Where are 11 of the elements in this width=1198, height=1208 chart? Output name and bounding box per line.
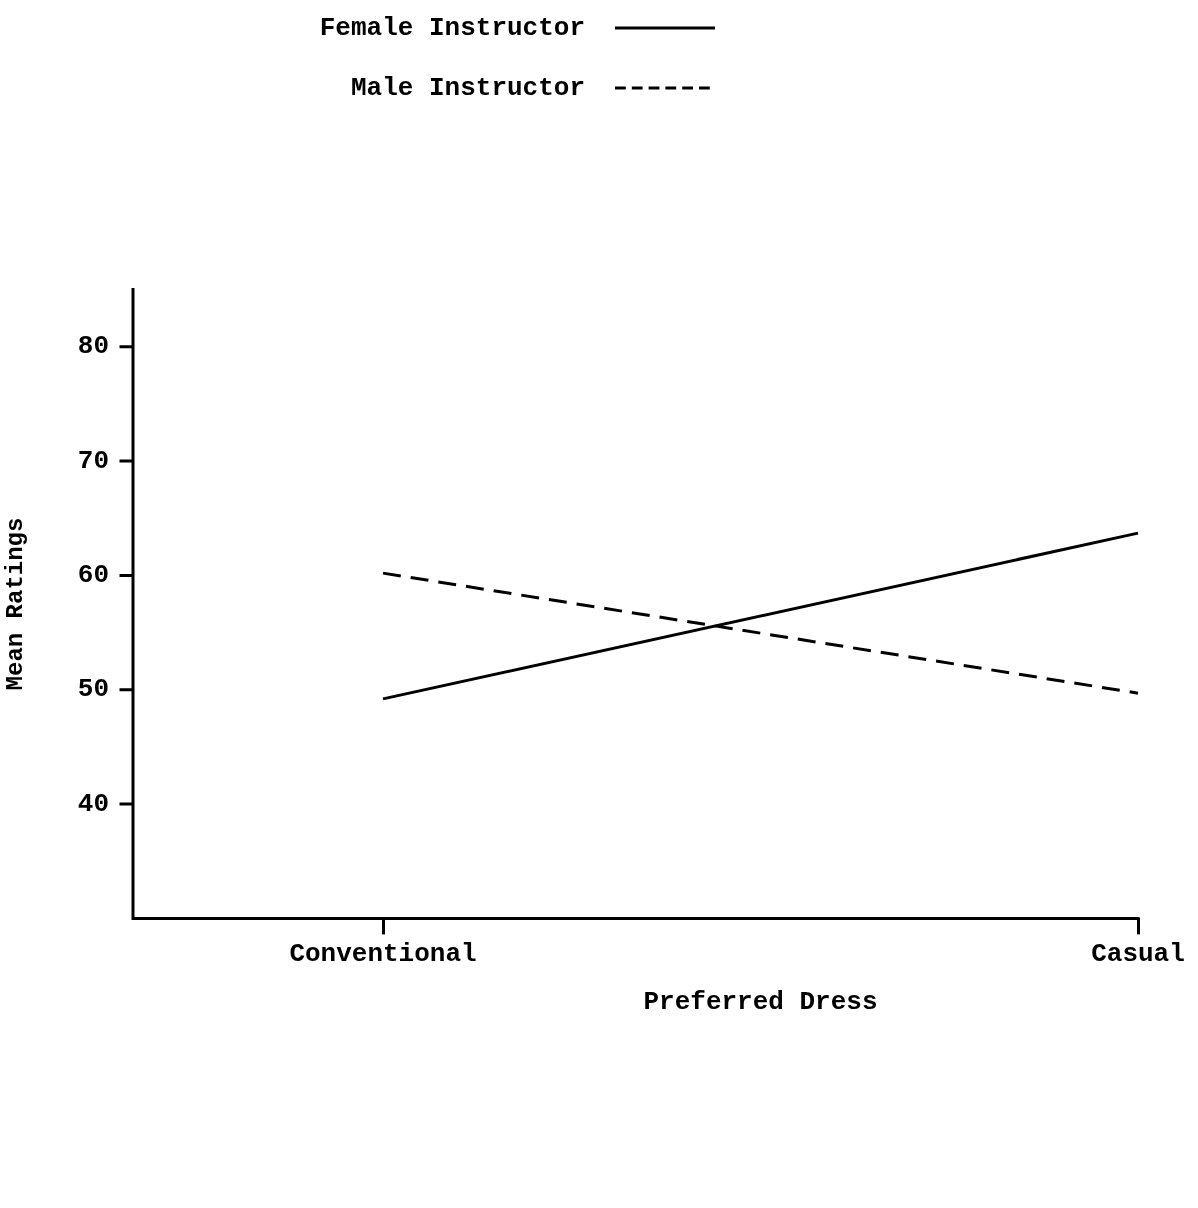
x-tick-label: Casual xyxy=(1091,938,1185,969)
legend-label: Male Instructor xyxy=(350,72,585,103)
y-tick-label: 80 xyxy=(77,331,109,362)
y-tick-label: 50 xyxy=(77,674,109,705)
legend-label: Female Instructor xyxy=(319,12,585,43)
x-tick-label: Conventional xyxy=(289,938,477,969)
y-tick-label: 40 xyxy=(77,788,109,819)
x-axis-title: Preferred Dress xyxy=(643,987,878,1018)
y-tick-label: 70 xyxy=(77,445,109,476)
y-axis-title: Mean Ratings xyxy=(2,517,30,691)
y-tick-label: 60 xyxy=(77,559,109,590)
